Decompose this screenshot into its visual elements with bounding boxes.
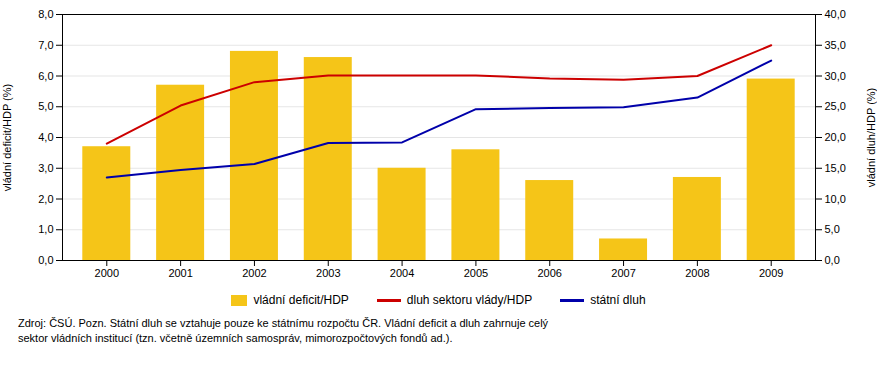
svg-text:2007: 2007: [611, 267, 635, 279]
html-text:Zdroj: ČSÚ. Pozn. Státní dluh: Zdroj: ČSÚ. Pozn. Státní dluh se vztahuj…: [18, 317, 549, 329]
html-text:sektor vládních institucí (tzn: sektor vládních institucí (tzn. včetně ú…: [18, 332, 453, 344]
svg-text:15,0: 15,0: [825, 162, 846, 174]
svg-text:25,0: 25,0: [825, 100, 846, 112]
svg-text:vládní dluh/HDP (%): vládní dluh/HDP (%): [865, 88, 877, 187]
svg-text:2004: 2004: [390, 267, 414, 279]
svg-text:2006: 2006: [537, 267, 561, 279]
svg-text:2001: 2001: [168, 267, 192, 279]
svg-text:2009: 2009: [759, 267, 783, 279]
svg-text:5,0: 5,0: [38, 100, 53, 112]
svg-text:2002: 2002: [242, 267, 266, 279]
html-text:vládní deficit/HDP: vládní deficit/HDP: [253, 293, 349, 307]
svg-text:30,0: 30,0: [825, 70, 846, 82]
svg-text:0,0: 0,0: [38, 254, 53, 266]
svg-text:2000: 2000: [95, 267, 119, 279]
svg-text:2003: 2003: [316, 267, 340, 279]
svg-text:40,0: 40,0: [825, 8, 846, 20]
svg-text:vládní deficit/HDP (%): vládní deficit/HDP (%): [1, 84, 13, 191]
html-text:dluh sektoru vlády/HDP: dluh sektoru vlády/HDP: [406, 293, 533, 307]
svg-text:1,0: 1,0: [38, 223, 53, 235]
svg-text:8,0: 8,0: [38, 8, 53, 20]
svg-text:2008: 2008: [685, 267, 709, 279]
svg-text:2005: 2005: [464, 267, 488, 279]
svg-text:7,0: 7,0: [38, 39, 53, 51]
svg-text:0,0: 0,0: [825, 254, 840, 266]
html-text:státní dluh: státní dluh: [590, 293, 646, 307]
svg-text:10,0: 10,0: [825, 193, 846, 205]
svg-text:5,0: 5,0: [825, 223, 840, 235]
svg-text:20,0: 20,0: [825, 131, 846, 143]
svg-text:4,0: 4,0: [38, 131, 53, 143]
svg-text:6,0: 6,0: [38, 70, 53, 82]
svg-text:35,0: 35,0: [825, 39, 846, 51]
svg-text:3,0: 3,0: [38, 162, 53, 174]
svg-text:2,0: 2,0: [38, 193, 53, 205]
